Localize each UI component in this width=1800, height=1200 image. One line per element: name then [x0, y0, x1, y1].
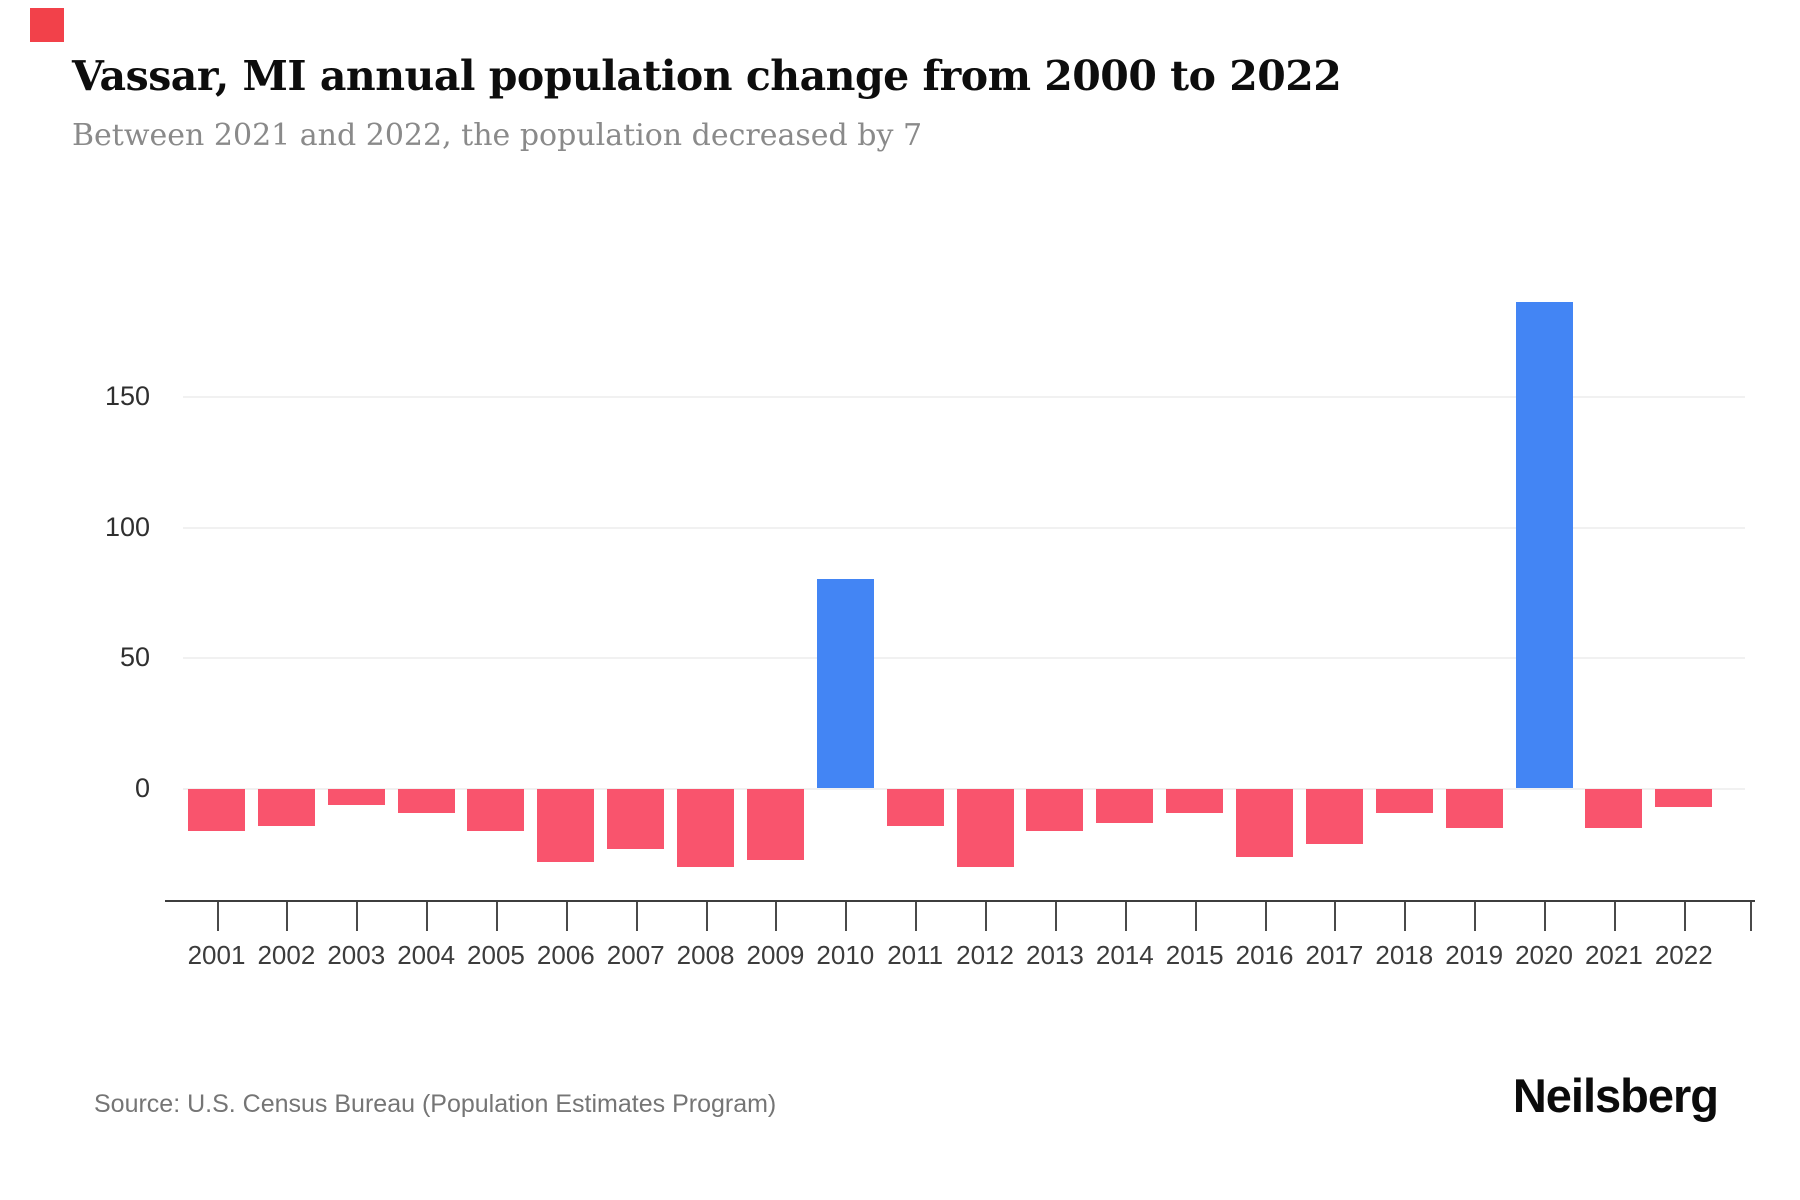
- x-tick-label: 2013: [1026, 940, 1084, 970]
- bar-2017: [1305, 789, 1363, 844]
- x-tick: [985, 902, 988, 931]
- bar-2013: [1026, 789, 1084, 831]
- x-tick-label: 2011: [887, 940, 944, 970]
- x-tick-label: 2003: [327, 940, 386, 970]
- x-tick-label: 2006: [536, 940, 595, 970]
- bar-2015: [1166, 789, 1224, 813]
- x-tick: [705, 902, 708, 931]
- x-tick-label: 2015: [1165, 940, 1224, 970]
- x-tick: [1613, 902, 1616, 931]
- x-tick: [426, 902, 429, 931]
- x-tick-label: 2005: [467, 940, 525, 970]
- x-tick-end: [1750, 902, 1752, 931]
- x-tick: [1544, 902, 1547, 931]
- x-tick-label: 2019: [1445, 940, 1504, 970]
- y-tick-label: 150: [104, 380, 150, 411]
- bar-2006: [537, 789, 595, 863]
- bar-2011: [886, 789, 944, 826]
- bar-2012: [956, 789, 1014, 868]
- x-tick: [1683, 902, 1686, 931]
- gridline: [183, 395, 1745, 398]
- bar-2019: [1445, 789, 1503, 829]
- bar-2022: [1655, 789, 1713, 808]
- bar-2021: [1585, 789, 1643, 829]
- brand-logo: Neilsberg: [1512, 1069, 1719, 1122]
- bar-2010: [816, 578, 874, 788]
- x-tick: [495, 902, 498, 931]
- x-tick: [775, 902, 778, 931]
- x-tick-label: 2014: [1095, 940, 1154, 970]
- chart-title: Vassar, MI annual population change from…: [72, 52, 1342, 100]
- x-tick: [915, 902, 918, 931]
- chart-subtitle: Between 2021 and 2022, the population de…: [72, 118, 923, 153]
- x-tick: [216, 902, 219, 931]
- x-tick-label: 2004: [397, 940, 456, 970]
- x-tick-label: 2007: [606, 940, 665, 970]
- x-tick: [286, 902, 289, 931]
- gridline: [183, 526, 1745, 529]
- bar-2002: [257, 789, 315, 826]
- x-tick: [1194, 902, 1197, 931]
- bar-2004: [397, 789, 455, 813]
- y-tick-label: 0: [134, 773, 150, 803]
- x-tick: [1264, 902, 1267, 931]
- x-tick: [356, 902, 359, 931]
- gridline: [183, 657, 1745, 660]
- brand-mark-square: [30, 8, 64, 42]
- x-tick-label: 2010: [816, 940, 875, 970]
- x-tick: [1054, 902, 1057, 931]
- x-tick: [1404, 902, 1407, 931]
- x-tick-label: 2018: [1375, 940, 1434, 970]
- x-tick-label: 2002: [257, 940, 316, 970]
- y-tick-label: 100: [104, 511, 150, 542]
- x-tick-label: 2008: [676, 940, 735, 970]
- x-tick: [635, 902, 638, 931]
- x-tick-label: 2012: [956, 940, 1014, 970]
- x-tick: [1334, 902, 1337, 931]
- x-tick: [565, 902, 568, 931]
- bar-2014: [1096, 789, 1154, 823]
- x-tick-label: 2009: [746, 940, 805, 970]
- x-tick: [1124, 902, 1127, 931]
- x-tick-label: 2022: [1654, 940, 1713, 970]
- x-tick: [1474, 902, 1477, 931]
- bar-2018: [1375, 789, 1433, 813]
- x-tick-label: 2016: [1235, 940, 1294, 970]
- bar-2003: [327, 789, 385, 805]
- x-axis-line: [165, 900, 1755, 902]
- y-tick-label: 50: [119, 642, 150, 673]
- bar-2007: [607, 789, 665, 850]
- bar-2020: [1515, 301, 1573, 788]
- bar-2009: [746, 789, 804, 860]
- bar-2005: [467, 789, 525, 831]
- x-tick-label: 2001: [187, 940, 246, 970]
- x-tick-label: 2020: [1515, 940, 1573, 970]
- x-tick: [845, 902, 848, 931]
- bar-2016: [1236, 789, 1294, 857]
- x-tick-label: 2021: [1584, 940, 1643, 970]
- bar-2001: [188, 789, 245, 831]
- bar-2008: [677, 789, 735, 868]
- x-tick-label: 2017: [1305, 940, 1364, 970]
- source-note: Source: U.S. Census Bureau (Population E…: [94, 1090, 777, 1118]
